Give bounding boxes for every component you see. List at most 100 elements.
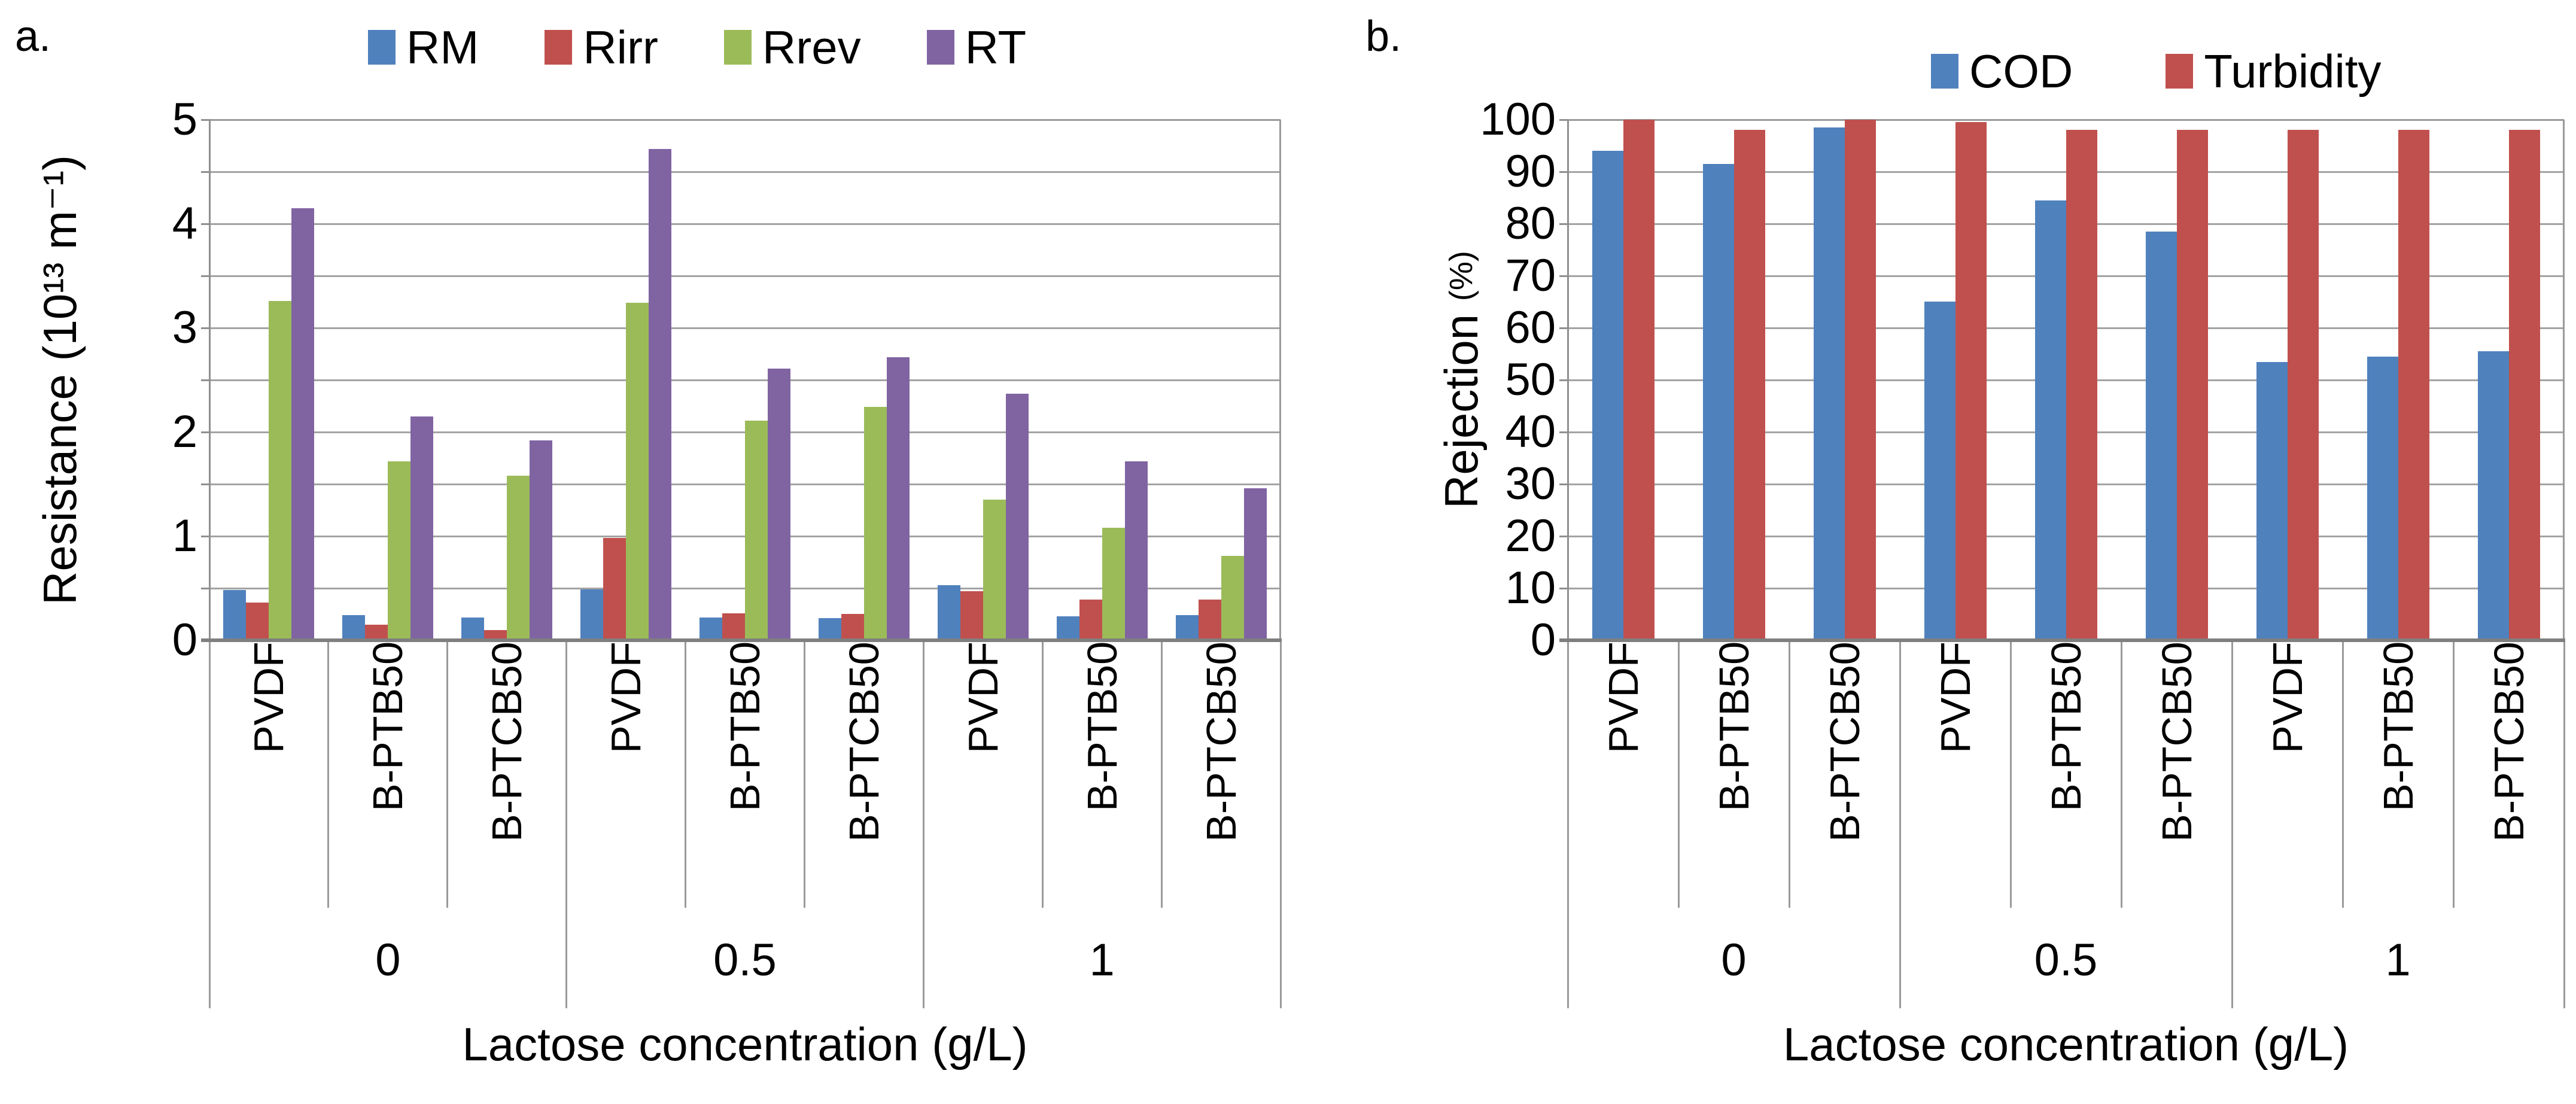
plot-area [209,118,1281,640]
y-tick-label: 4 [172,198,197,249]
category-label: B-PTB50 [1042,641,1161,908]
y-tick-label: 5 [172,94,197,145]
category-label-text: B-PTCB50 [840,641,887,842]
bar-RT-0.5gL-B-PTCB50 [886,357,910,640]
gridline [209,275,1281,277]
category-label-text: B-PTB50 [1710,641,1757,811]
category-separator [565,641,568,1008]
category-label-text: B-PTCB50 [2153,641,2200,842]
bar-group [1678,120,1789,640]
category-label: PVDF [209,641,329,908]
legend-item-RT: RT [926,21,1027,74]
category-separator [1279,641,1282,1008]
group-label: 0 [1721,935,1747,986]
bar-group [1900,120,2011,640]
panel-label: a. [15,13,51,60]
category-separator [2563,641,2565,1008]
legend-item-COD: COD [1931,48,2073,95]
bar-group [2011,120,2121,640]
bar-RT-1gL-B-PTB50 [1124,461,1148,640]
bar-group [923,120,1042,640]
category-separator [446,641,449,908]
category-label: B-PTB50 [1678,641,1789,908]
bar-COD-1gL-B-PTB50 [2367,357,2398,640]
y-axis-tick [201,171,209,173]
group-label: 0.5 [713,935,777,986]
category-label-text: B-PTB50 [364,641,412,811]
category-label: PVDF [923,641,1042,908]
x-axis-line [201,638,1282,642]
bar-group [686,120,805,640]
bar-group [1161,120,1281,640]
y-tick-label: 90 [1505,146,1556,197]
category-label-text: B-PTCB50 [2485,641,2532,842]
category-separator [2009,641,2012,908]
y-axis-tick [1559,275,1568,277]
gridline [209,118,1281,121]
bar-Rirr-0.5gL-B-PTB50 [722,613,745,640]
y-axis-tick [1559,431,1568,433]
category-label: B-PTB50 [686,641,805,908]
group-label: 0.5 [2034,935,2098,986]
y-axis-line [1567,120,1569,640]
bar-RT-0gL-B-PTB50 [410,416,434,640]
category-separator [803,641,805,908]
y-tick-label: 3 [172,302,197,353]
category-label: B-PTB50 [2343,641,2453,908]
category-label-text: PVDF [959,641,1006,753]
y-axis-tick [1559,327,1568,329]
y-axis-tick [201,535,209,537]
category-label-text: PVDF [1932,641,1979,753]
y-tick-label: 30 [1505,458,1556,509]
bar-group [1789,120,1900,640]
y-axis-tick [201,379,209,381]
bar-RT-0gL-B-PTCB50 [530,440,553,640]
bar-Rrev-0.5gL-B-PTB50 [744,421,768,640]
x-axis-title: Lactose concentration (g/L) [1783,1018,2349,1070]
y-axis-tick [201,223,209,225]
bar-Rirr-0gL-B-PTB50 [365,625,388,640]
bar-group [2121,120,2232,640]
bar-COD-0gL-B-PTCB50 [1813,127,1845,640]
bar-COD-0.5gL-B-PTB50 [2034,200,2066,640]
category-separator [1160,641,1163,908]
y-tick-label: 60 [1505,302,1556,353]
bar-Rrev-0gL-PVDF [269,301,292,640]
category-label-text: B-PTCB50 [1821,641,1868,842]
legend-label: Rrev [762,21,861,74]
bar-RM-0.5gL-B-PTCB50 [818,618,841,640]
y-axis-tick [201,275,209,277]
bar-COD-0.5gL-B-PTCB50 [2145,232,2177,640]
gridline [1568,118,2564,121]
bar-COD-0gL-B-PTB50 [1702,164,1734,640]
y-axis-tick [1559,171,1568,173]
category-label: B-PTCB50 [448,641,567,908]
category-label: B-PTCB50 [2453,641,2564,908]
gridline [209,379,1281,381]
legend-label: Rirr [583,21,658,74]
category-label-text: B-PTB50 [1078,641,1126,811]
y-axis-line [209,120,211,640]
bar-group [804,120,923,640]
category-separator [327,641,330,908]
bar-Turbidity-0gL-B-PTB50 [1733,130,1765,640]
bar-Rrev-1gL-PVDF [983,500,1006,640]
category-separator [922,641,924,1008]
panel-a: a. RM Rirr Rrev RT Resistance (10¹³ m⁻¹) La… [15,13,1282,1070]
bar-Turbidity-0.5gL-B-PTB50 [2066,130,2097,640]
category-label: PVDF [1568,641,1678,908]
y-tick-label: 50 [1505,354,1556,405]
bar-RM-1gL-PVDF [937,585,960,640]
legend-item-RM: RM [368,24,479,71]
gridline [209,327,1281,329]
bar-group [2232,120,2343,640]
bar-group [567,120,686,640]
category-label: PVDF [1900,641,2011,908]
category-separator [2341,641,2344,908]
bar-Rrev-0.5gL-PVDF [626,303,649,640]
category-label: PVDF [2232,641,2343,908]
legend-label: RT [965,21,1027,74]
group-label: 1 [1089,935,1115,986]
category-label-text: PVDF [2264,641,2311,753]
